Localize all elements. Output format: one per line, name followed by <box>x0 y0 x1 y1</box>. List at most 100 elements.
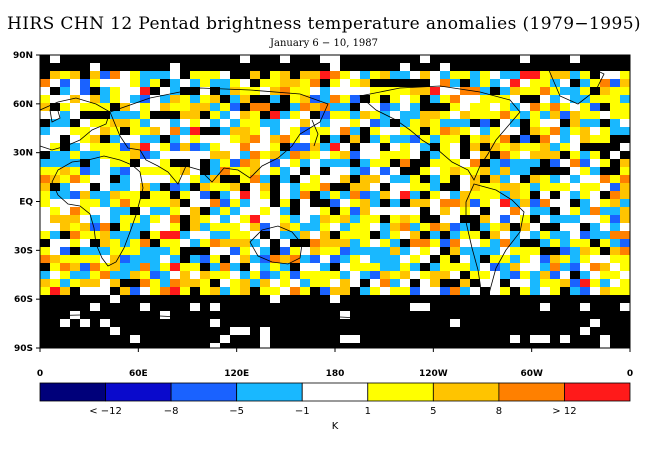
field-cell <box>530 279 540 287</box>
field-cell <box>370 335 380 343</box>
field-cell <box>240 303 250 311</box>
x-tick-label: 0 <box>627 369 633 379</box>
field-cell <box>320 183 330 191</box>
field-cell <box>540 103 550 111</box>
field-cell <box>590 167 600 175</box>
field-cell <box>150 71 160 79</box>
field-cell <box>400 119 410 127</box>
field-cell <box>140 127 150 135</box>
field-cell <box>390 239 400 247</box>
y-tick-label: 90S <box>14 344 33 354</box>
field-cell <box>270 191 280 199</box>
field-cell <box>620 151 630 159</box>
field-cell <box>220 271 230 279</box>
field-cell <box>420 215 430 223</box>
field-cell <box>380 151 390 159</box>
coastline-antarctica <box>39 313 631 319</box>
field-cell <box>560 63 570 71</box>
field-cell <box>530 183 540 191</box>
field-cell <box>350 175 360 183</box>
field-cell <box>40 135 50 143</box>
field-cell <box>590 247 600 255</box>
field-cell <box>530 119 540 127</box>
field-cell <box>470 111 480 119</box>
field-cell <box>170 247 180 255</box>
field-cell <box>330 319 340 327</box>
field-cell <box>390 183 400 191</box>
field-cell <box>310 71 320 79</box>
field-cell <box>570 215 580 223</box>
field-cell <box>600 271 610 279</box>
field-cell <box>120 143 130 151</box>
field-cell <box>430 287 440 295</box>
field-cell <box>510 191 520 199</box>
field-cell <box>590 263 600 271</box>
field-cell <box>170 159 180 167</box>
x-tick-label: 120E <box>224 369 249 379</box>
field-cell <box>220 71 230 79</box>
field-cell <box>370 183 380 191</box>
field-cell <box>510 151 520 159</box>
field-cell <box>150 279 160 287</box>
field-cell <box>120 151 130 159</box>
field-cell <box>140 295 150 303</box>
y-tick-label: 30S <box>14 246 33 256</box>
field-cell <box>470 327 480 335</box>
field-cell <box>190 263 200 271</box>
field-cell <box>530 327 540 335</box>
field-cell <box>80 175 90 183</box>
field-cell <box>260 159 270 167</box>
field-cell <box>170 327 180 335</box>
field-cell <box>190 167 200 175</box>
field-cell <box>550 135 560 143</box>
field-cell <box>110 215 120 223</box>
field-cell <box>560 231 570 239</box>
field-cell <box>50 303 60 311</box>
field-cell <box>380 223 390 231</box>
field-cell <box>130 135 140 143</box>
field-cell <box>330 71 340 79</box>
field-cell <box>290 159 300 167</box>
field-cell <box>40 231 50 239</box>
field-cell <box>490 279 500 287</box>
field-cell <box>330 143 340 151</box>
field-cell <box>420 231 430 239</box>
field-cell <box>490 247 500 255</box>
field-cell <box>180 279 190 287</box>
field-cell <box>490 199 500 207</box>
field-cell <box>290 175 300 183</box>
field-cell <box>230 55 240 63</box>
field-cell <box>250 199 260 207</box>
field-cell <box>620 247 630 255</box>
field-cell <box>100 295 110 303</box>
field-cell <box>210 191 220 199</box>
field-cell <box>520 103 530 111</box>
field-cell <box>50 215 60 223</box>
field-cell <box>540 343 550 348</box>
field-cell <box>590 55 600 63</box>
field-cell <box>200 271 210 279</box>
field-cell <box>290 167 300 175</box>
field-cell <box>160 87 170 95</box>
field-cell <box>70 143 80 151</box>
field-cell <box>160 103 170 111</box>
field-cell <box>440 71 450 79</box>
field-cell <box>410 183 420 191</box>
field-cell <box>380 55 390 63</box>
field-cell <box>430 159 440 167</box>
field-cell <box>490 167 500 175</box>
field-cell <box>100 151 110 159</box>
field-cell <box>60 103 70 111</box>
field-cell <box>220 343 230 348</box>
field-cell <box>210 143 220 151</box>
field-cell <box>90 175 100 183</box>
field-cell <box>440 327 450 335</box>
field-cell <box>500 335 510 343</box>
field-cell <box>350 127 360 135</box>
field-cell <box>220 119 230 127</box>
field-cell <box>620 207 630 215</box>
field-cell <box>340 111 350 119</box>
field-cell <box>360 127 370 135</box>
field-cell <box>510 287 520 295</box>
field-cell <box>320 271 330 279</box>
